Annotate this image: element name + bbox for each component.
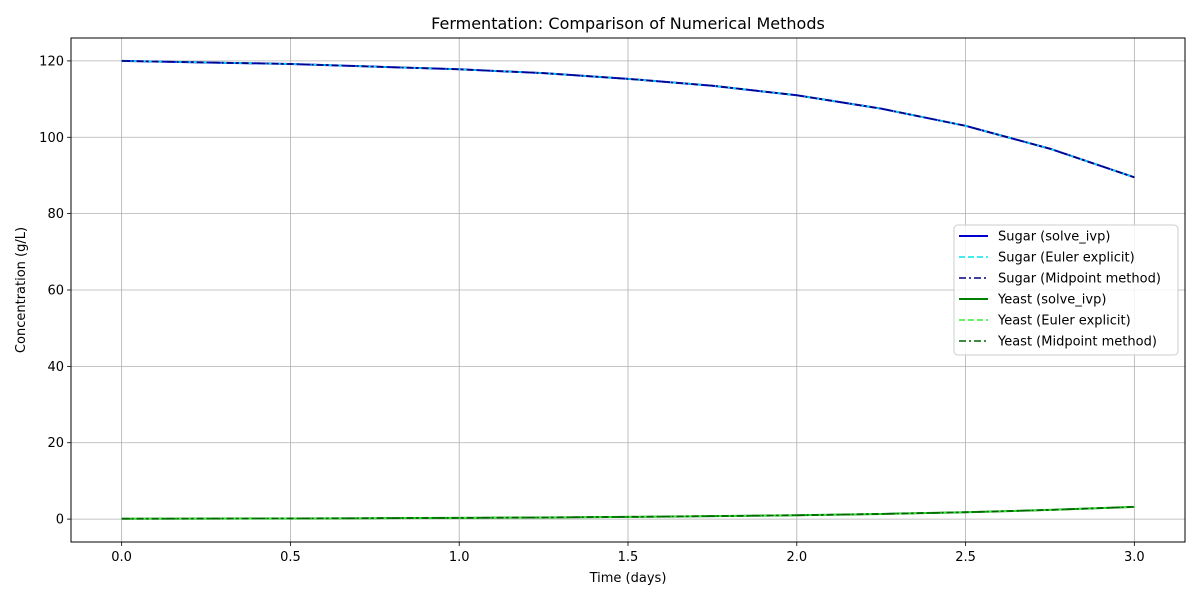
series-line-6 (121, 506, 1135, 520)
y-tick-label: 40 (47, 360, 64, 375)
axis-ticks: 0.0 0.5 1.0 1.5 2.0 2.5 3.0 0 20 40 60 80 100 120 (39, 54, 1145, 565)
x-tick-label: 0.5 (280, 550, 301, 565)
x-axis-label: Time (days) (589, 571, 667, 586)
legend-label-1: Sugar (solve_ivp) (998, 230, 1110, 245)
chart-title: Fermentation: Comparison of Numerical Me… (431, 14, 825, 33)
y-tick-label: 100 (39, 131, 64, 146)
legend-label-6: Yeast (Midpoint method) (997, 335, 1157, 350)
y-tick-label: 120 (39, 54, 64, 69)
y-tick-label: 20 (47, 436, 64, 451)
x-tick-label: 0.0 (111, 550, 132, 565)
x-tick-label: 1.5 (618, 550, 639, 565)
series-line-3 (121, 60, 1135, 179)
series-lines (121, 59, 1135, 520)
y-tick-label: 0 (56, 513, 64, 528)
x-tick-label: 1.0 (449, 550, 470, 565)
legend-label-4: Yeast (solve_ivp) (997, 293, 1106, 308)
y-tick-label: 60 (47, 284, 64, 299)
legend: Sugar (solve_ivp) Sugar (Euler explicit) S… (953, 224, 1179, 356)
x-tick-label: 2.5 (955, 550, 976, 565)
y-tick-label: 80 (47, 207, 64, 222)
legend-box (953, 224, 1179, 356)
y-axis-label: Concentration (g/L) (14, 227, 29, 353)
legend-label-2: Sugar (Euler explicit) (998, 251, 1135, 266)
legend-label-5: Yeast (Euler explicit) (997, 314, 1131, 329)
x-tick-label: 2.0 (786, 550, 807, 565)
legend-label-3: Sugar (Midpoint method) (998, 272, 1161, 287)
x-tick-label: 3.0 (1124, 550, 1145, 565)
